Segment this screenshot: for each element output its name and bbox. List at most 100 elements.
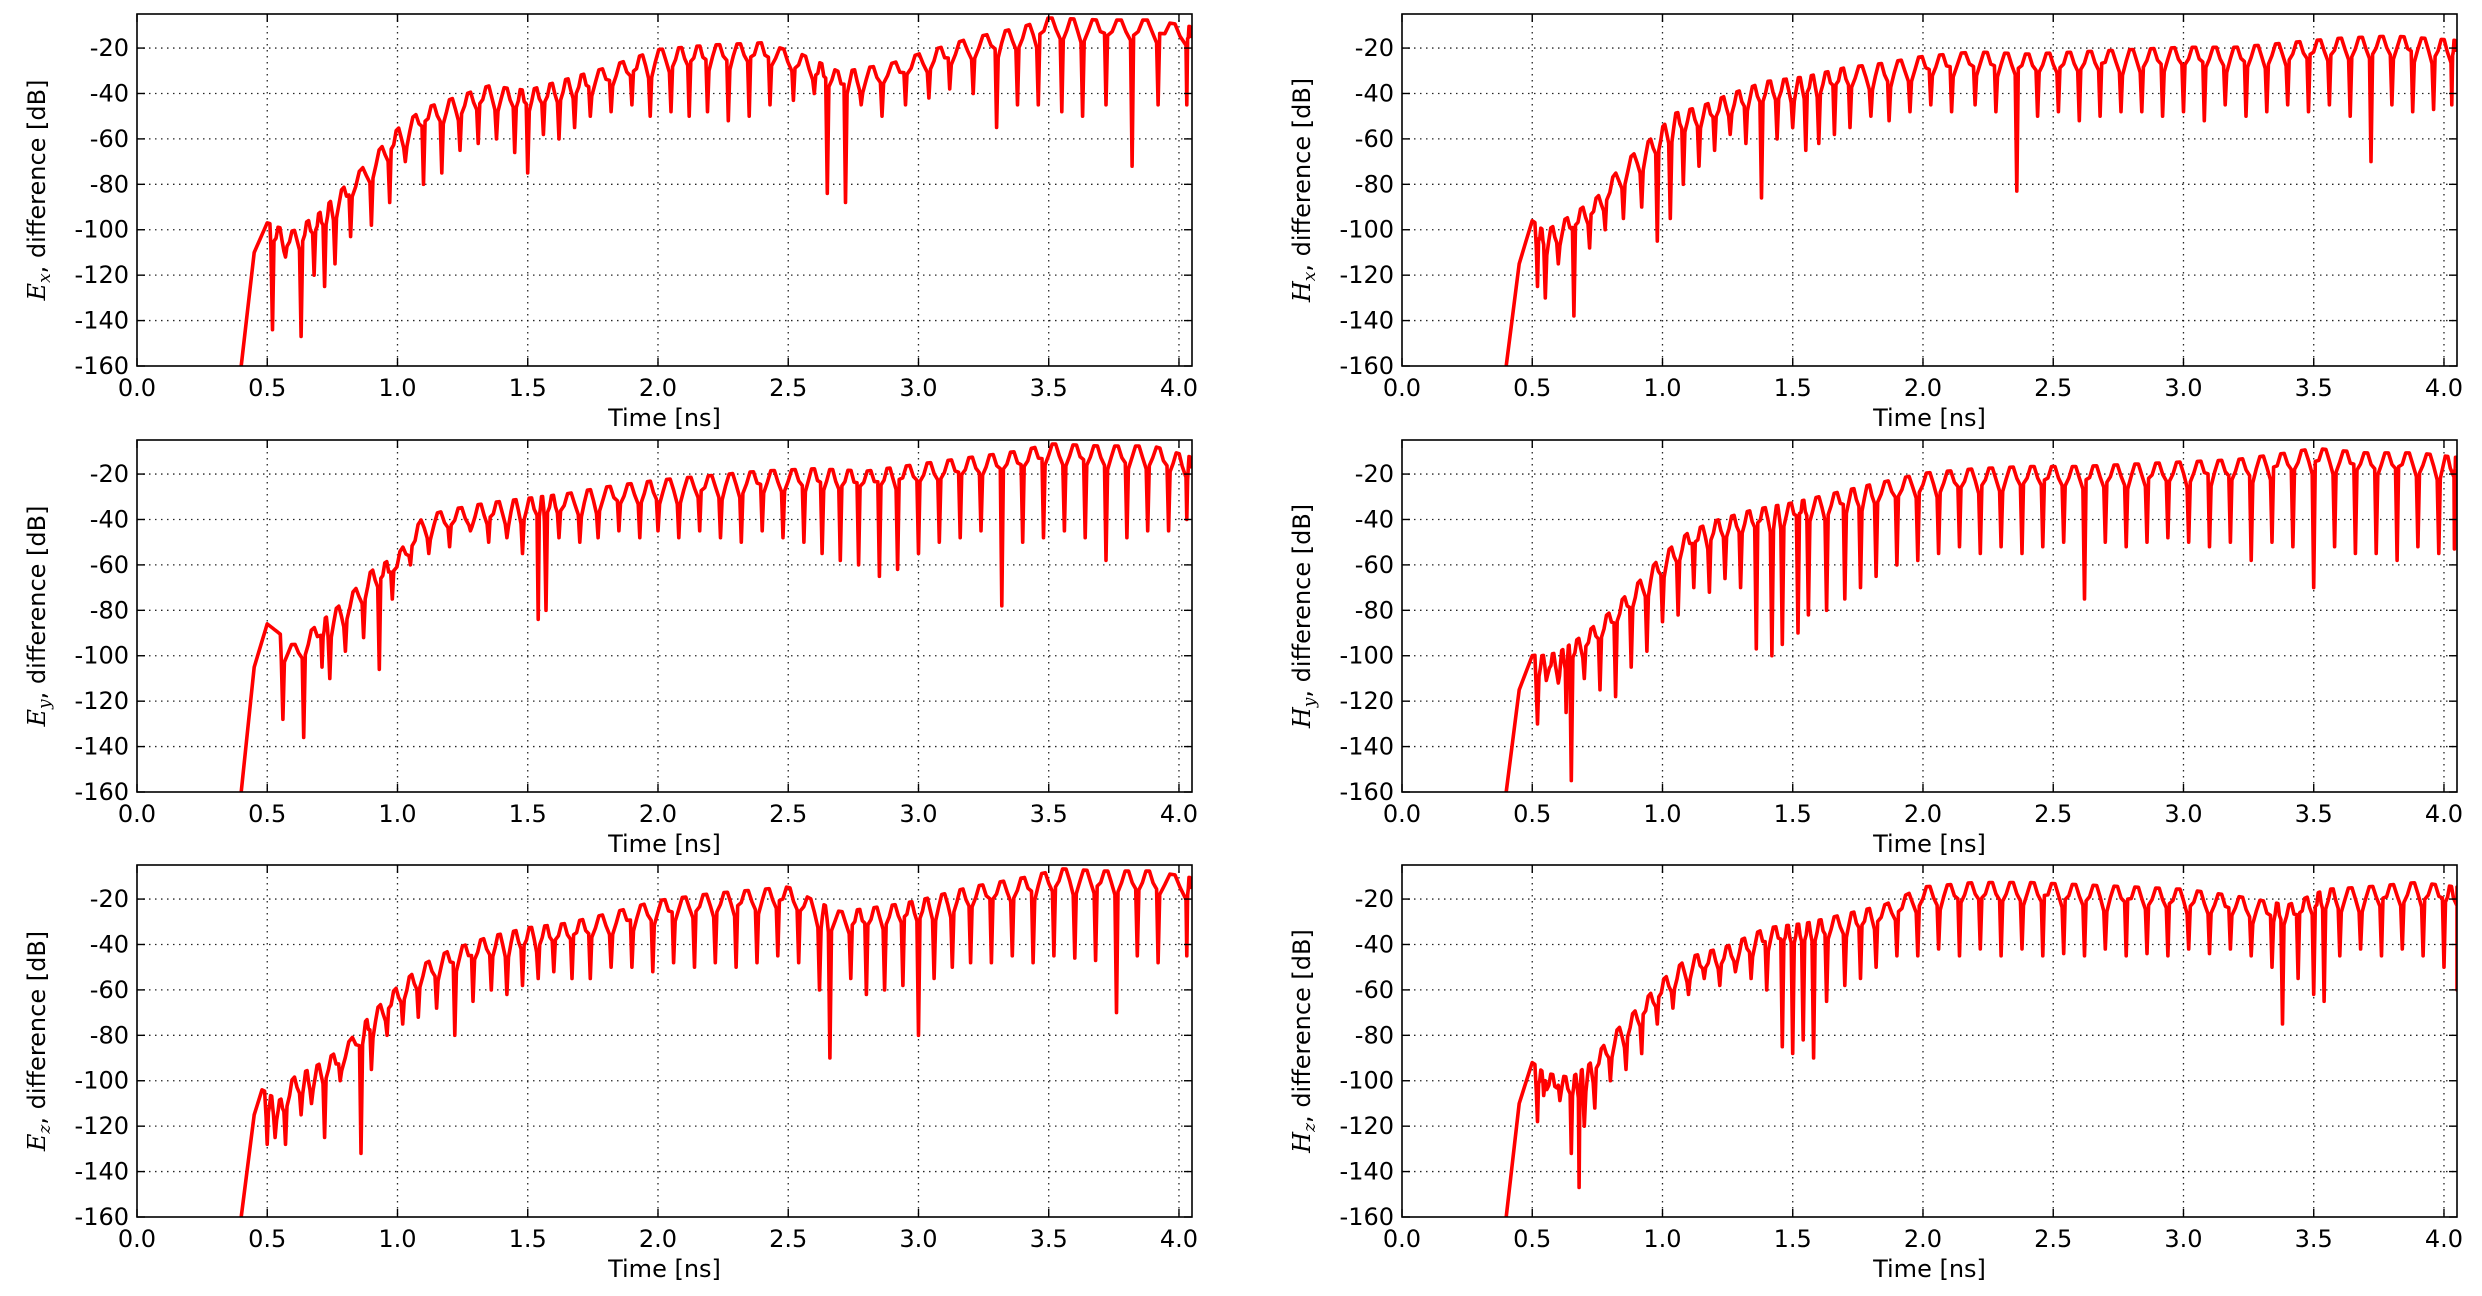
y-tick-label: -80 bbox=[1355, 596, 1394, 624]
x-axis-label: Time [ns] bbox=[607, 830, 721, 858]
x-tick-label: 0.0 bbox=[1383, 1225, 1421, 1253]
y-axis-label-text: , difference [dB] bbox=[23, 931, 51, 1125]
y-tick-label: -100 bbox=[75, 216, 129, 244]
y-tick-label: -140 bbox=[75, 1158, 129, 1186]
plot-frame bbox=[136, 864, 1193, 1218]
y-tick-label: -60 bbox=[90, 976, 129, 1004]
x-tick-label: 2.5 bbox=[2034, 1225, 2072, 1253]
x-tick-label: 2.0 bbox=[639, 374, 677, 402]
x-tick-label: 1.0 bbox=[378, 800, 416, 828]
y-axis-label-text: , difference [dB] bbox=[1288, 929, 1316, 1123]
y-tick-label: -100 bbox=[1340, 1067, 1394, 1095]
y-tick-label: -160 bbox=[1340, 1203, 1394, 1231]
x-tick-label: 1.5 bbox=[1774, 374, 1812, 402]
x-axis-label: Time [ns] bbox=[1872, 404, 1986, 432]
x-tick-label: 3.5 bbox=[1030, 1225, 1068, 1253]
series-line bbox=[239, 867, 1192, 1217]
x-tick-label: 3.0 bbox=[2164, 1225, 2202, 1253]
x-tick-label: 0.0 bbox=[118, 800, 156, 828]
y-tick-label: -20 bbox=[90, 885, 129, 913]
plot-frame bbox=[136, 13, 1193, 367]
x-axis-label: Time [ns] bbox=[1872, 1255, 1986, 1283]
series-line bbox=[1504, 880, 2457, 1217]
x-tick-label: 3.5 bbox=[2295, 374, 2333, 402]
x-tick-label: 4.0 bbox=[2425, 374, 2463, 402]
x-tick-label: 1.0 bbox=[1643, 374, 1681, 402]
x-tick-label: 0.5 bbox=[1513, 1225, 1551, 1253]
x-tick-label: 1.5 bbox=[509, 800, 547, 828]
series-line bbox=[1504, 34, 2457, 366]
y-axis-label-subscript: y bbox=[1300, 697, 1320, 708]
y-tick-label: -60 bbox=[90, 551, 129, 579]
x-tick-label: 2.0 bbox=[1904, 374, 1942, 402]
panel-hz: 0.0 0.5 1.0 1.5 2.0 2.5 3.0 3.5 4.0 -20 -40 -60 -80 -… bbox=[1288, 864, 2463, 1283]
x-tick-label: 0.5 bbox=[248, 800, 286, 828]
y-tick-label: -80 bbox=[90, 596, 129, 624]
x-tick-label: 1.5 bbox=[1774, 800, 1812, 828]
x-tick-label: 1.5 bbox=[509, 374, 547, 402]
x-tick-label: 4.0 bbox=[1160, 800, 1198, 828]
y-tick-label: -140 bbox=[1340, 307, 1394, 335]
y-tick-label: -120 bbox=[1340, 1112, 1394, 1140]
x-tick-label: 1.5 bbox=[509, 1225, 547, 1253]
y-axis-label-subscript: z bbox=[35, 1124, 55, 1135]
y-axis-label: Ey, difference [dB] bbox=[23, 506, 55, 728]
plot-frame bbox=[1401, 439, 2458, 793]
y-tick-label: -160 bbox=[1340, 778, 1394, 806]
x-axis-label: Time [ns] bbox=[607, 1255, 721, 1283]
y-tick-label: -40 bbox=[90, 930, 129, 958]
y-tick-label: -40 bbox=[1355, 79, 1394, 107]
y-axis-label-subscript: z bbox=[1300, 1122, 1320, 1133]
series-line bbox=[239, 16, 1192, 366]
x-tick-label: 2.0 bbox=[639, 1225, 677, 1253]
x-tick-label: 3.0 bbox=[899, 800, 937, 828]
y-tick-label: -60 bbox=[1355, 551, 1394, 579]
x-tick-label: 2.5 bbox=[2034, 800, 2072, 828]
y-axis-label-text: , difference [dB] bbox=[23, 80, 51, 274]
y-tick-label: -20 bbox=[90, 460, 129, 488]
y-tick-label: -120 bbox=[75, 1112, 129, 1140]
y-axis-label-variable: E bbox=[23, 1133, 51, 1152]
y-tick-label: -120 bbox=[75, 687, 129, 715]
x-tick-label: 3.0 bbox=[2164, 800, 2202, 828]
y-axis-label-subscript: x bbox=[35, 273, 55, 283]
x-tick-label: 2.0 bbox=[1904, 1225, 1942, 1253]
y-tick-label: -40 bbox=[1355, 930, 1394, 958]
x-tick-label: 0.0 bbox=[1383, 374, 1421, 402]
y-axis-label-subscript: y bbox=[35, 699, 55, 710]
panel-hy: 0.0 0.5 1.0 1.5 2.0 2.5 3.0 3.5 4.0 -20 -40 -60 -80 -… bbox=[1288, 439, 2463, 858]
series-line bbox=[1504, 447, 2457, 792]
y-axis-label: Ez, difference [dB] bbox=[23, 931, 55, 1152]
y-tick-label: -80 bbox=[1355, 170, 1394, 198]
y-tick-label: -60 bbox=[90, 125, 129, 153]
panel-hx: 0.0 0.5 1.0 1.5 2.0 2.5 3.0 3.5 4.0 -20 -40 -60 -80 -… bbox=[1288, 13, 2463, 432]
x-tick-label: 3.0 bbox=[2164, 374, 2202, 402]
y-tick-label: -120 bbox=[1340, 687, 1394, 715]
y-tick-label: -40 bbox=[90, 505, 129, 533]
y-tick-label: -80 bbox=[90, 1021, 129, 1049]
x-tick-label: 1.0 bbox=[1643, 800, 1681, 828]
plot-frame bbox=[136, 439, 1193, 793]
x-tick-label: 0.0 bbox=[1383, 800, 1421, 828]
y-axis-label-text: , difference [dB] bbox=[1288, 78, 1316, 272]
x-tick-label: 4.0 bbox=[2425, 1225, 2463, 1253]
x-tick-label: 2.5 bbox=[769, 1225, 807, 1253]
y-axis-label-variable: E bbox=[23, 282, 51, 301]
x-tick-label: 3.5 bbox=[2295, 800, 2333, 828]
x-tick-label: 1.0 bbox=[378, 374, 416, 402]
x-tick-label: 0.0 bbox=[118, 374, 156, 402]
x-tick-label: 3.5 bbox=[1030, 374, 1068, 402]
plot-frame bbox=[1401, 13, 2458, 367]
series-line bbox=[239, 442, 1192, 792]
y-tick-label: -20 bbox=[1355, 460, 1394, 488]
y-axis-label-variable: E bbox=[23, 708, 51, 727]
x-tick-label: 3.0 bbox=[899, 374, 937, 402]
y-axis-label-subscript: x bbox=[1300, 271, 1320, 281]
y-tick-label: -20 bbox=[1355, 34, 1394, 62]
panel-ex: 0.0 0.5 1.0 1.5 2.0 2.5 3.0 3.5 4.0 -20 -40 -60 -80 -… bbox=[23, 13, 1198, 432]
x-tick-label: 3.0 bbox=[899, 1225, 937, 1253]
y-tick-label: -160 bbox=[1340, 352, 1394, 380]
y-tick-label: -20 bbox=[90, 34, 129, 62]
x-tick-label: 2.0 bbox=[1904, 800, 1942, 828]
y-tick-label: -160 bbox=[75, 1203, 129, 1231]
